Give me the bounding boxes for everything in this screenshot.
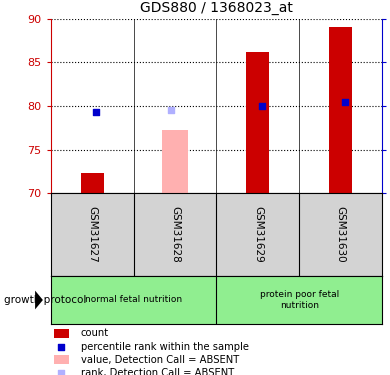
- Text: normal fetal nutrition: normal fetal nutrition: [85, 296, 182, 304]
- Text: GSM31630: GSM31630: [336, 206, 346, 262]
- Bar: [54, 329, 69, 338]
- Bar: [329, 27, 353, 193]
- Title: GDS880 / 1368023_at: GDS880 / 1368023_at: [140, 1, 293, 15]
- Point: [259, 103, 265, 109]
- Bar: [216, 276, 382, 324]
- Bar: [162, 130, 188, 193]
- Text: percentile rank within the sample: percentile rank within the sample: [80, 342, 248, 352]
- Text: protein poor fetal
nutrition: protein poor fetal nutrition: [260, 290, 339, 310]
- Bar: [54, 355, 69, 364]
- Text: growth protocol: growth protocol: [4, 295, 86, 305]
- Point: [342, 99, 348, 105]
- Text: GSM31628: GSM31628: [170, 206, 180, 263]
- Bar: [246, 52, 269, 193]
- Point: [58, 344, 64, 350]
- Text: GSM31627: GSM31627: [87, 206, 97, 263]
- Text: count: count: [80, 328, 109, 339]
- Text: GSM31629: GSM31629: [253, 206, 263, 263]
- Bar: [51, 276, 216, 324]
- Point: [58, 370, 64, 375]
- Bar: [80, 173, 104, 193]
- Point: [168, 107, 174, 113]
- Text: value, Detection Call = ABSENT: value, Detection Call = ABSENT: [80, 355, 239, 365]
- Text: rank, Detection Call = ABSENT: rank, Detection Call = ABSENT: [80, 368, 234, 375]
- Point: [93, 109, 99, 115]
